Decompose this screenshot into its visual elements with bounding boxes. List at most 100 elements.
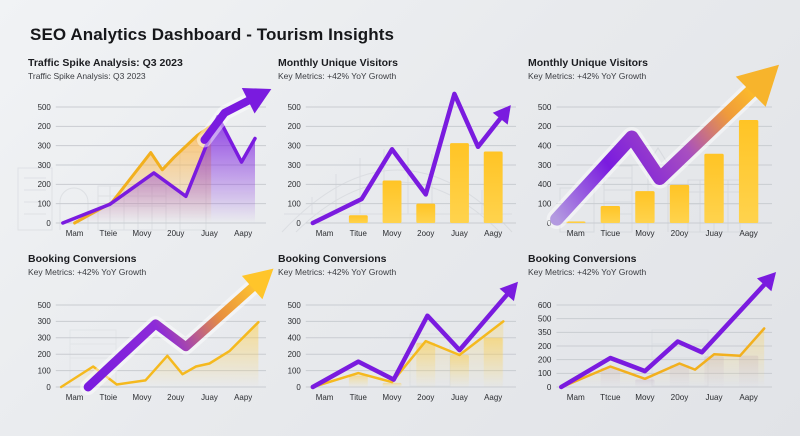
chart-panel-booking-conversions-3: Booking Conversions Key Metrics: +42% Yo… xyxy=(528,253,777,405)
svg-text:200: 200 xyxy=(288,122,302,131)
chart-subtitle: Key Metrics: +42% YoY Growth xyxy=(528,71,647,81)
svg-text:200: 200 xyxy=(538,356,552,365)
svg-text:100: 100 xyxy=(288,366,302,375)
svg-text:500: 500 xyxy=(288,301,302,310)
svg-text:Mam: Mam xyxy=(567,393,585,402)
svg-text:100: 100 xyxy=(288,199,302,208)
page-title: SEO Analytics Dashboard - Tourism Insigh… xyxy=(30,25,395,44)
svg-text:Aagy: Aagy xyxy=(484,229,502,238)
chart-panel-booking-conversions-1: Booking Conversions Key Metrics: +42% Yo… xyxy=(28,253,274,405)
svg-text:200: 200 xyxy=(288,350,302,359)
svg-text:2ooy: 2ooy xyxy=(417,393,434,402)
svg-text:Mam: Mam xyxy=(66,393,84,402)
svg-text:500: 500 xyxy=(288,103,302,112)
svg-text:Mam: Mam xyxy=(567,229,585,238)
chart-title: Monthly Unique Visitors xyxy=(528,57,648,69)
svg-text:Aagy: Aagy xyxy=(484,393,502,402)
svg-text:100: 100 xyxy=(538,369,552,378)
svg-text:Titue: Titue xyxy=(350,229,368,238)
chart-panel-booking-conversions-2: Booking Conversions Key Metrics: +42% Yo… xyxy=(278,253,518,405)
svg-text:Ticue: Ticue xyxy=(601,229,621,238)
svg-text:Mam: Mam xyxy=(66,229,84,238)
svg-text:Juay: Juay xyxy=(201,393,218,402)
svg-text:200: 200 xyxy=(288,180,302,189)
traffic-spike-chart: 500 200 300 300 200 100 0 Mam Tteie Movy 20uy Juay A… xyxy=(38,88,272,238)
svg-text:100: 100 xyxy=(538,200,552,209)
chart-panel-traffic-spike: Traffic Spike Analysis: Q3 2023 Traffic … xyxy=(28,57,272,241)
unique-visitors-chart-1: 500 200 300 300 200 100 0 Mam Titue Movy 2ooy Juay A… xyxy=(288,91,516,238)
svg-text:200: 200 xyxy=(538,122,552,131)
svg-text:Movy: Movy xyxy=(383,393,402,402)
svg-text:Juay: Juay xyxy=(705,229,722,238)
svg-text:Movy: Movy xyxy=(635,229,654,238)
svg-text:Mam: Mam xyxy=(316,393,334,402)
svg-text:200: 200 xyxy=(38,122,52,131)
svg-text:100: 100 xyxy=(38,366,52,375)
svg-text:0: 0 xyxy=(46,219,51,228)
svg-text:0: 0 xyxy=(547,219,552,228)
svg-text:Juay: Juay xyxy=(451,393,468,402)
booking-conversions-chart-1: 500 300 300 200 100 0 Mam Ttoie Movy 2ouy Juay Aapy xyxy=(38,268,274,402)
svg-text:Ttoie: Ttoie xyxy=(100,393,118,402)
svg-text:200: 200 xyxy=(38,350,52,359)
svg-text:Aapy: Aapy xyxy=(739,393,757,402)
chart-subtitle: Traffic Spike Analysis: Q3 2023 xyxy=(28,71,146,81)
svg-text:Mam: Mam xyxy=(316,229,334,238)
svg-text:400: 400 xyxy=(538,142,552,151)
charts-grid: Traffic Spike Analysis: Q3 2023 Traffic … xyxy=(0,57,800,405)
chart-subtitle: Key Metrics: +42% YoY Growth xyxy=(528,267,647,277)
chart-subtitle: Key Metrics: +42% YoY Growth xyxy=(278,267,397,277)
chart-title: Booking Conversions xyxy=(528,253,637,265)
svg-text:500: 500 xyxy=(38,301,52,310)
svg-text:500: 500 xyxy=(538,315,552,324)
chart-panel-unique-visitors-2: Monthly Unique Visitors Key Metrics: +42… xyxy=(528,57,780,241)
svg-text:0: 0 xyxy=(296,383,301,392)
svg-text:300: 300 xyxy=(538,161,552,170)
svg-text:20uy: 20uy xyxy=(167,229,184,238)
svg-text:600: 600 xyxy=(538,301,552,310)
svg-text:2ooy: 2ooy xyxy=(417,229,434,238)
chart-panel-unique-visitors-1: Monthly Unique Visitors Key Metrics: +42… xyxy=(278,57,516,241)
svg-text:500: 500 xyxy=(538,103,552,112)
svg-text:500: 500 xyxy=(38,103,52,112)
svg-text:300: 300 xyxy=(288,161,302,170)
svg-text:100: 100 xyxy=(38,199,52,208)
svg-text:Movy: Movy xyxy=(635,393,654,402)
svg-text:Aagy: Aagy xyxy=(739,229,757,238)
svg-text:0: 0 xyxy=(46,383,51,392)
chart-title: Booking Conversions xyxy=(278,253,387,265)
svg-text:300: 300 xyxy=(38,334,52,343)
svg-text:350: 350 xyxy=(538,328,552,337)
chart-title: Booking Conversions xyxy=(28,253,137,265)
svg-text:Juay: Juay xyxy=(705,393,722,402)
booking-conversions-chart-2: 500 300 400 200 100 0 Mam Titue Movy 2ooy Juay Aagy xyxy=(288,281,518,402)
svg-text:200: 200 xyxy=(538,342,552,351)
svg-text:Juay: Juay xyxy=(451,229,468,238)
svg-text:Movy: Movy xyxy=(133,229,152,238)
svg-text:20oy: 20oy xyxy=(671,393,689,402)
chart-subtitle: Key Metrics: +42% YoY Growth xyxy=(278,71,397,81)
svg-text:200: 200 xyxy=(38,180,52,189)
unique-visitors-chart-2: 500 200 400 300 400 100 0 Mam Ticue Movy 20oy Juay A… xyxy=(538,64,780,238)
svg-text:0: 0 xyxy=(547,383,552,392)
svg-text:Tteie: Tteie xyxy=(100,229,118,238)
svg-text:Juay: Juay xyxy=(201,229,218,238)
svg-text:Movy: Movy xyxy=(133,393,152,402)
svg-text:0: 0 xyxy=(296,219,301,228)
svg-text:Titue: Titue xyxy=(350,393,368,402)
svg-text:Aapy: Aapy xyxy=(234,229,252,238)
svg-text:20oy: 20oy xyxy=(671,229,689,238)
svg-text:300: 300 xyxy=(38,141,52,150)
svg-text:300: 300 xyxy=(38,317,52,326)
chart-subtitle: Key Metrics: +42% YoY Growth xyxy=(28,267,147,277)
svg-text:Ttcue: Ttcue xyxy=(600,393,621,402)
svg-text:300: 300 xyxy=(288,317,302,326)
svg-text:2ouy: 2ouy xyxy=(167,393,184,402)
chart-title: Monthly Unique Visitors xyxy=(278,57,398,69)
svg-text:400: 400 xyxy=(538,180,552,189)
svg-text:400: 400 xyxy=(288,334,302,343)
booking-conversions-chart-3: 600 500 350 200 200 100 0 Mam Ttcue Movy 20oy Juay A… xyxy=(538,272,777,402)
chart-title: Traffic Spike Analysis: Q3 2023 xyxy=(28,57,183,69)
svg-text:300: 300 xyxy=(288,141,302,150)
svg-text:Aapy: Aapy xyxy=(234,393,252,402)
